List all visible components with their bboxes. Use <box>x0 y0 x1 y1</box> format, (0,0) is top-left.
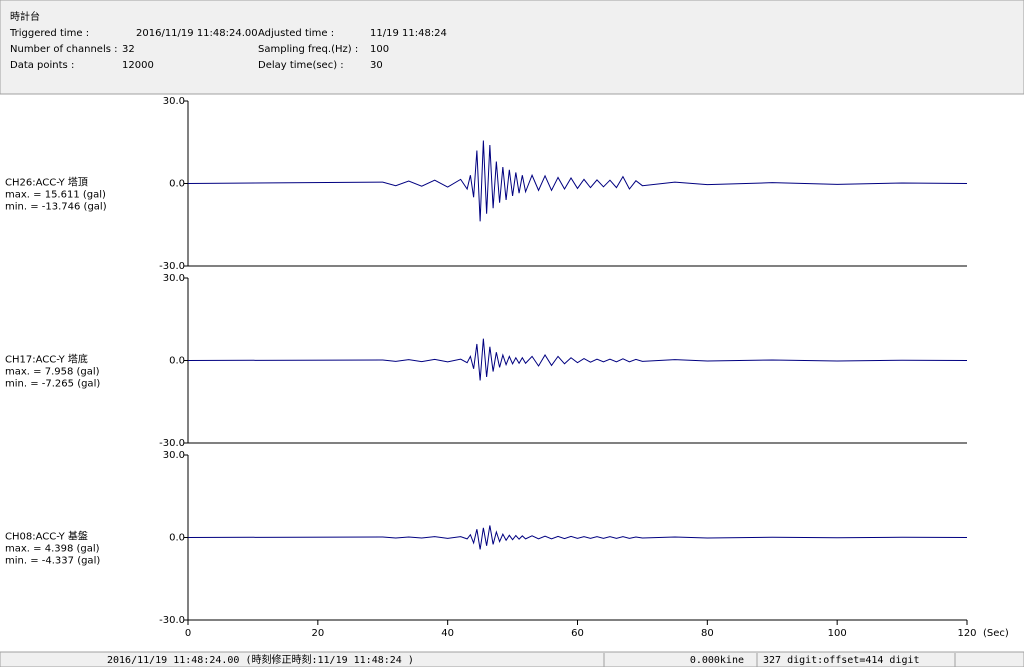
field-value: 100 <box>370 44 389 55</box>
field-label: Adjusted time : <box>258 28 334 39</box>
channel-title: CH08:ACC-Y 基盤 <box>5 530 88 543</box>
channel-annotation: max. = 7.958 (gal) <box>5 367 100 378</box>
field-label: Delay time(sec) : <box>258 60 344 71</box>
channel-annotation: min. = -7.265 (gal) <box>5 379 100 390</box>
header-panel <box>0 0 1024 95</box>
x-tick-label: 80 <box>701 628 714 639</box>
field-value: 32 <box>122 44 135 55</box>
waveform <box>187 525 968 550</box>
x-tick-label: 40 <box>441 628 454 639</box>
y-tick-label: -30.0 <box>159 615 185 626</box>
field-label: Number of channels : <box>10 44 118 55</box>
x-tick-label: 0 <box>185 628 191 639</box>
channel-title: CH26:ACC-Y 塔頂 <box>5 176 88 189</box>
field-value: 11/19 11:48:24 <box>370 28 447 39</box>
waveform <box>187 338 968 381</box>
y-tick-label: -30.0 <box>159 261 185 272</box>
y-tick-label: 30.0 <box>163 273 185 284</box>
waveform <box>187 140 968 222</box>
field-value: 30 <box>370 60 383 71</box>
channel-annotation: max. = 4.398 (gal) <box>5 544 100 555</box>
y-tick-label: -30.0 <box>159 438 185 449</box>
status-text: 327 digit:offset=414 digit <box>763 655 920 666</box>
channel-annotation: max. = 15.611 (gal) <box>5 190 106 201</box>
field-label: Triggered time : <box>9 28 89 39</box>
channel-annotation: min. = -13.746 (gal) <box>5 202 107 213</box>
field-label: Data points : <box>10 60 74 71</box>
channel-title: CH17:ACC-Y 塔底 <box>5 353 88 366</box>
x-axis-label: (Sec) <box>983 628 1009 639</box>
y-tick-label: 0.0 <box>169 179 185 190</box>
status-bar <box>0 651 1024 667</box>
field-label: Sampling freq.(Hz) : <box>258 44 358 55</box>
status-text: 0.000kine <box>690 655 744 666</box>
field-value: 12000 <box>122 60 154 71</box>
x-tick-label: 60 <box>571 628 584 639</box>
field-value: 2016/11/19 11:48:24.00 <box>136 28 258 39</box>
y-tick-label: 0.0 <box>169 533 185 544</box>
header-title: 時計台 <box>10 10 40 23</box>
y-tick-label: 0.0 <box>169 356 185 367</box>
y-tick-label: 30.0 <box>163 96 185 107</box>
x-tick-label: 120 <box>957 628 976 639</box>
channel-annotation: min. = -4.337 (gal) <box>5 556 100 567</box>
y-tick-label: 30.0 <box>163 450 185 461</box>
status-text: 2016/11/19 11:48:24.00 (時刻修正時刻:11/19 11:… <box>107 653 414 666</box>
x-tick-label: 100 <box>828 628 847 639</box>
x-tick-label: 20 <box>311 628 324 639</box>
